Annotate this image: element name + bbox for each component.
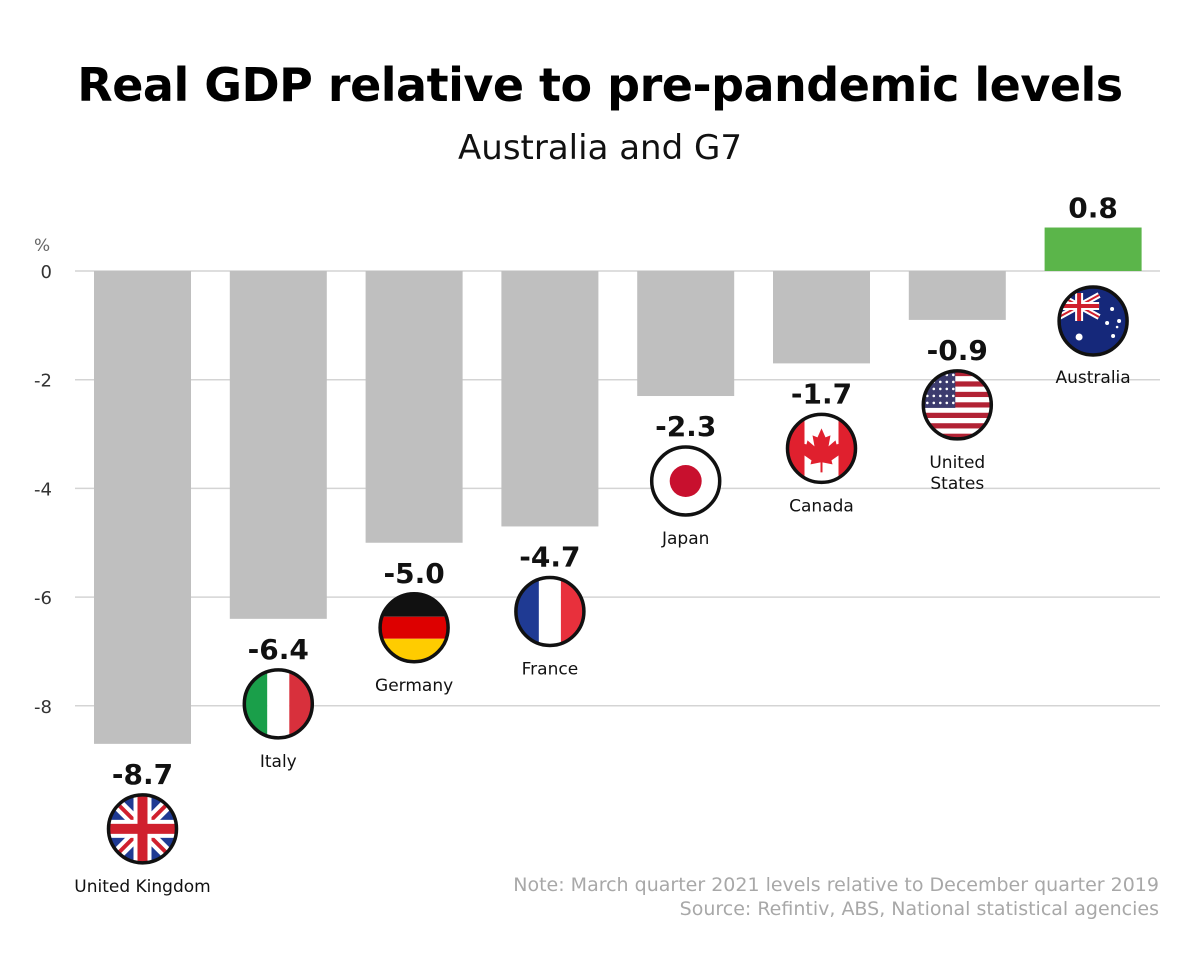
chart-subtitle: Australia and G7 <box>458 128 742 168</box>
value-label: -0.9 <box>927 334 988 367</box>
y-axis-ticks: 0 -2 -4 -6 -8 <box>34 262 52 718</box>
category-label: France <box>522 659 579 679</box>
category-label: Canada <box>789 496 854 516</box>
category-label: Germany <box>375 676 453 696</box>
uk-flag-icon <box>106 793 179 865</box>
value-label: -4.7 <box>519 540 580 573</box>
value-label: -1.7 <box>791 377 852 410</box>
y-axis-unit-label: % <box>34 236 51 256</box>
y-tick-label: -4 <box>34 479 52 500</box>
chart-title: Real GDP relative to pre-pandemic levels <box>77 58 1123 112</box>
france-flag-icon <box>514 575 586 648</box>
bar-italy <box>229 271 327 619</box>
y-tick-label: 0 <box>41 262 52 283</box>
value-label: -5.0 <box>383 557 444 590</box>
category-label: Australia <box>1055 368 1130 388</box>
chart-note: Note: March quarter 2021 levels relative… <box>513 873 1159 921</box>
bar-japan <box>637 271 735 397</box>
category-label: United Kingdom <box>74 877 210 897</box>
bar-united-states <box>908 271 1006 320</box>
value-label: -8.7 <box>112 758 173 791</box>
y-tick-label: -2 <box>34 371 52 392</box>
canada-flag-icon <box>785 412 858 485</box>
usa-flag-icon <box>921 369 994 441</box>
germany-flag-icon <box>378 592 450 664</box>
category-label: States <box>930 474 984 494</box>
y-tick-label: -8 <box>34 697 52 718</box>
bar-germany <box>365 271 463 543</box>
japan-flag-icon <box>649 445 722 517</box>
bar-united-kingdom <box>94 271 191 744</box>
value-label: -6.4 <box>248 633 309 666</box>
bar-labels: -8.7 United Kingdom -6.4 Italy -5.0 Germany -4… <box>74 192 1130 897</box>
source-text: Source: Refintiv, ABS, National statisti… <box>679 898 1159 920</box>
value-label: -2.3 <box>655 410 716 443</box>
category-label: Italy <box>260 752 297 772</box>
bar-france <box>501 271 599 527</box>
category-label: Japan <box>661 529 709 549</box>
bar-australia <box>1044 227 1142 271</box>
y-tick-label: -6 <box>34 588 52 609</box>
value-label: 0.8 <box>1068 192 1118 225</box>
bars <box>94 227 1142 744</box>
australia-flag-icon <box>1057 285 1129 357</box>
note-text: Note: March quarter 2021 levels relative… <box>513 874 1159 896</box>
italy-flag-icon <box>242 668 315 740</box>
category-label: United <box>929 453 985 473</box>
bar-canada <box>773 271 870 364</box>
